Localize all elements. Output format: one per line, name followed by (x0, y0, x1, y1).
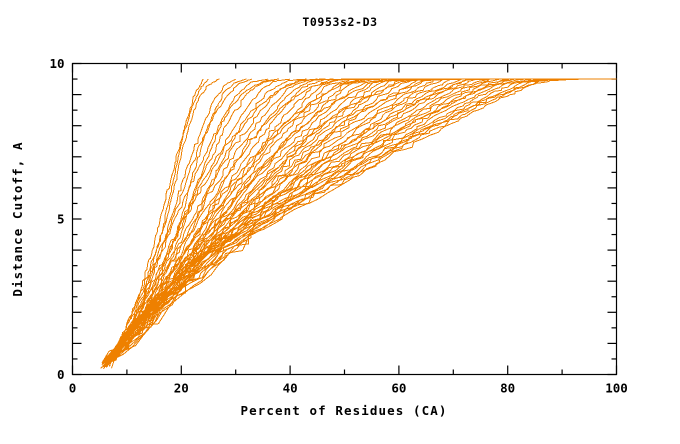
y-tick-label: 5 (57, 212, 65, 227)
x-tick-label: 60 (391, 381, 406, 396)
curve-line (100, 78, 614, 369)
y-tick-label: 10 (49, 56, 64, 71)
x-tick-label: 0 (69, 381, 77, 396)
curve-line (107, 78, 590, 363)
curve-line (103, 78, 511, 363)
curve-line (105, 78, 236, 365)
curve-line (104, 78, 451, 367)
curve-line (104, 78, 253, 367)
chart-title: T0953s2-D3 (302, 15, 377, 29)
y-tick-labels: 0 5 10 (49, 56, 64, 382)
curve-line (104, 78, 280, 365)
curve-line (105, 78, 568, 368)
x-tick-label: 100 (605, 381, 628, 396)
x-tick-labels: 0 20 40 60 80 100 (69, 381, 628, 396)
curve-line (108, 78, 481, 364)
curve-line (106, 78, 318, 366)
curve-line (104, 78, 209, 365)
curve-line (104, 78, 291, 365)
x-axis-label: Percent of Residues (CA) (240, 403, 447, 418)
tick-marks (71, 62, 618, 376)
curve-line (105, 78, 220, 364)
axes-group: 0 20 40 60 80 100 0 5 10 (49, 56, 627, 396)
x-tick-label: 80 (500, 381, 515, 396)
curve-line (105, 78, 598, 364)
y-axis-label: Distance Cutoff, A (10, 141, 25, 296)
curve-line (106, 78, 307, 366)
curve-line (105, 78, 323, 366)
curve-line (108, 78, 476, 365)
x-tick-label: 20 (174, 381, 189, 396)
curve-line (102, 78, 557, 365)
x-tick-label: 40 (283, 381, 298, 396)
data-curves (100, 78, 617, 369)
curve-line (106, 78, 524, 367)
curve-line (101, 78, 565, 365)
curve-line (103, 78, 617, 362)
y-tick-label: 0 (57, 367, 65, 382)
